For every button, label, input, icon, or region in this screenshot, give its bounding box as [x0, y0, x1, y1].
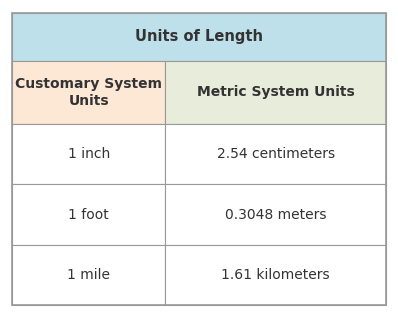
Text: 1 foot: 1 foot	[68, 208, 109, 222]
Bar	[165, 184, 386, 245]
Text: Customary System
Units: Customary System Units	[15, 77, 162, 108]
Bar	[165, 124, 386, 184]
Bar	[12, 124, 165, 184]
Text: 2.54 centimeters: 2.54 centimeters	[217, 147, 335, 161]
Bar	[12, 13, 386, 61]
Text: 1.61 kilometers: 1.61 kilometers	[221, 268, 330, 282]
Bar	[12, 61, 165, 124]
Text: 1 inch: 1 inch	[68, 147, 110, 161]
Bar	[12, 184, 165, 245]
Bar	[165, 245, 386, 305]
Text: Metric System Units: Metric System Units	[197, 86, 355, 100]
Bar	[165, 61, 386, 124]
Text: Units of Length: Units of Length	[135, 29, 263, 44]
Text: 1 mile: 1 mile	[67, 268, 110, 282]
Text: 0.3048 meters: 0.3048 meters	[225, 208, 326, 222]
Bar	[12, 245, 165, 305]
